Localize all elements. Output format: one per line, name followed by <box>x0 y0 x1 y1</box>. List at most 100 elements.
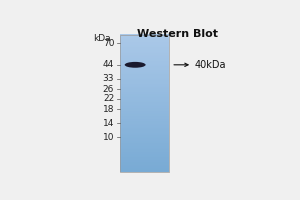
Bar <box>120 90 169 92</box>
Text: Western Blot: Western Blot <box>137 29 218 39</box>
Bar <box>120 137 169 139</box>
Bar <box>120 88 169 90</box>
Bar <box>120 103 169 104</box>
Bar <box>120 55 169 56</box>
Bar <box>120 48 169 50</box>
Bar <box>120 158 169 159</box>
Bar <box>120 81 169 83</box>
Text: kDa: kDa <box>93 34 111 43</box>
Text: 26: 26 <box>103 85 114 94</box>
Bar <box>120 112 169 114</box>
Bar <box>120 152 169 154</box>
Bar <box>120 97 169 99</box>
Bar <box>120 85 169 86</box>
Bar <box>120 52 169 53</box>
Bar <box>120 78 169 79</box>
Bar <box>120 134 169 135</box>
Bar <box>120 41 169 43</box>
Bar <box>120 113 169 115</box>
Bar <box>120 169 169 171</box>
Bar <box>120 146 169 148</box>
Bar <box>120 135 169 136</box>
Bar <box>120 98 169 100</box>
Bar <box>120 71 169 72</box>
Bar <box>120 89 169 91</box>
Bar <box>120 164 169 165</box>
Bar <box>120 46 169 47</box>
Bar <box>120 110 169 111</box>
Bar <box>120 104 169 106</box>
Bar <box>120 160 169 162</box>
Bar <box>120 57 169 59</box>
Bar <box>120 94 169 95</box>
Bar <box>120 121 169 123</box>
Bar <box>120 70 169 71</box>
Bar <box>120 111 169 112</box>
Bar <box>120 156 169 157</box>
Bar <box>120 167 169 168</box>
Bar <box>120 142 169 143</box>
Bar <box>120 162 169 164</box>
Text: 44: 44 <box>103 60 114 69</box>
Bar <box>120 84 169 85</box>
Bar <box>120 65 169 67</box>
Bar <box>120 63 169 64</box>
Bar <box>120 36 169 37</box>
Bar <box>120 72 169 74</box>
Bar <box>120 143 169 144</box>
Text: 18: 18 <box>103 105 114 114</box>
Bar <box>120 35 169 172</box>
Bar <box>120 79 169 80</box>
Bar <box>120 77 169 78</box>
Bar <box>120 69 169 70</box>
Bar <box>120 93 169 94</box>
Bar <box>120 133 169 134</box>
Bar <box>120 151 169 152</box>
Bar <box>120 60 169 61</box>
Bar <box>120 136 169 138</box>
Bar <box>120 108 169 109</box>
Bar <box>120 62 169 63</box>
Bar <box>120 165 169 166</box>
Bar <box>120 109 169 110</box>
Bar <box>120 100 169 101</box>
Bar <box>120 68 169 69</box>
Text: 33: 33 <box>103 74 114 83</box>
Bar <box>120 144 169 146</box>
Bar <box>120 40 169 42</box>
Text: 14: 14 <box>103 119 114 128</box>
Bar <box>120 58 169 60</box>
Bar <box>120 39 169 40</box>
Bar <box>120 61 169 62</box>
Bar <box>120 166 169 167</box>
Bar <box>120 105 169 107</box>
Bar <box>120 53 169 54</box>
Bar <box>120 157 169 158</box>
Bar <box>120 102 169 103</box>
Bar <box>120 37 169 38</box>
Bar <box>120 74 169 76</box>
Ellipse shape <box>125 62 146 68</box>
Bar <box>120 50 169 52</box>
Bar <box>120 145 169 147</box>
Bar <box>120 126 169 127</box>
Bar <box>120 106 169 108</box>
Text: 70: 70 <box>103 39 114 48</box>
Bar <box>120 128 169 130</box>
Text: 40kDa: 40kDa <box>194 60 226 70</box>
Bar <box>120 56 169 58</box>
Bar <box>120 49 169 51</box>
Bar <box>120 148 169 149</box>
Bar <box>120 44 169 45</box>
Bar <box>120 101 169 102</box>
Bar <box>120 117 169 118</box>
Bar <box>120 38 169 39</box>
Bar <box>120 124 169 125</box>
Bar <box>120 80 169 82</box>
Bar <box>120 125 169 126</box>
Bar <box>120 168 169 170</box>
Bar <box>120 73 169 75</box>
Bar <box>120 122 169 124</box>
Bar <box>120 161 169 163</box>
Bar <box>120 159 169 160</box>
